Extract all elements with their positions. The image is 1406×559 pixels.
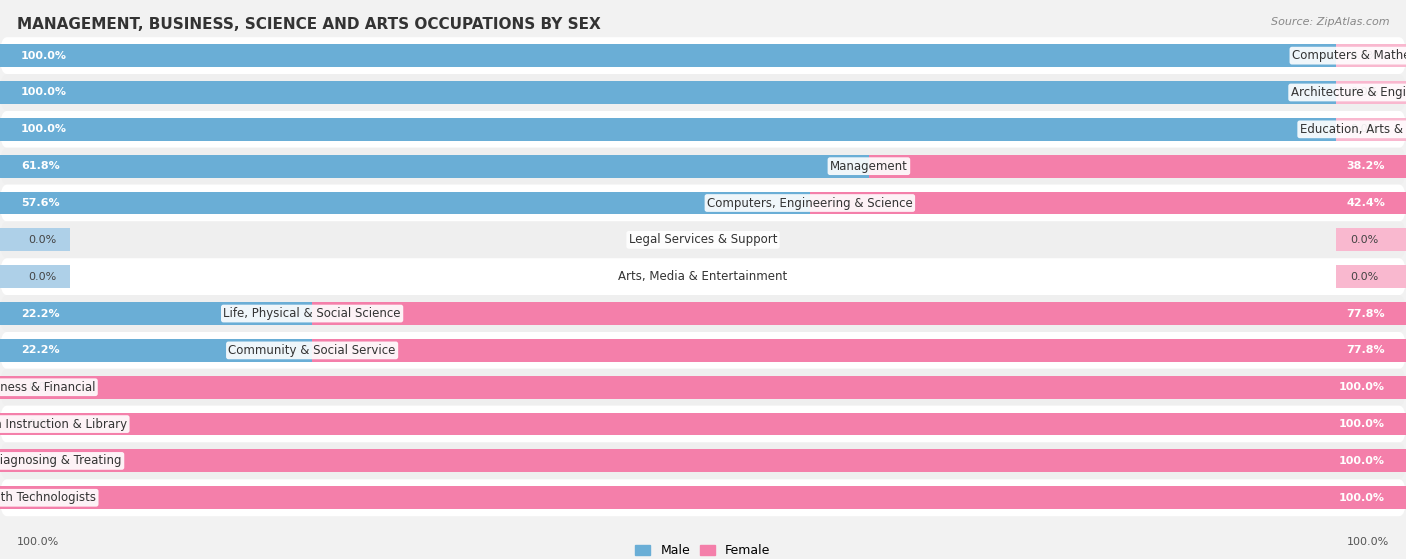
Bar xyxy=(0,192,810,215)
Text: 42.4%: 42.4% xyxy=(1346,198,1385,208)
Bar xyxy=(0,81,1406,104)
FancyBboxPatch shape xyxy=(0,184,1406,221)
Bar xyxy=(0,44,1406,67)
FancyBboxPatch shape xyxy=(0,221,1406,258)
Text: Architecture & Engineering: Architecture & Engineering xyxy=(1291,86,1406,99)
Bar xyxy=(0,302,312,325)
Text: 100.0%: 100.0% xyxy=(17,537,59,547)
Text: 100.0%: 100.0% xyxy=(1339,419,1385,429)
FancyBboxPatch shape xyxy=(0,258,1406,295)
Text: 0.0%: 0.0% xyxy=(28,493,56,503)
Text: Arts, Media & Entertainment: Arts, Media & Entertainment xyxy=(619,270,787,283)
Text: 0.0%: 0.0% xyxy=(1350,51,1378,60)
Text: Health Diagnosing & Treating: Health Diagnosing & Treating xyxy=(0,454,122,467)
Bar xyxy=(0,376,70,399)
Bar xyxy=(0,155,869,178)
Text: 100.0%: 100.0% xyxy=(1339,493,1385,503)
Text: Community & Social Service: Community & Social Service xyxy=(228,344,396,357)
Bar xyxy=(312,339,1406,362)
Text: 0.0%: 0.0% xyxy=(1350,235,1378,245)
FancyBboxPatch shape xyxy=(0,406,1406,443)
Bar xyxy=(0,486,1406,509)
Text: 77.8%: 77.8% xyxy=(1347,345,1385,356)
Bar xyxy=(1336,118,1406,141)
Bar xyxy=(312,302,1406,325)
Text: Business & Financial: Business & Financial xyxy=(0,381,96,394)
FancyBboxPatch shape xyxy=(0,369,1406,406)
Bar xyxy=(869,155,1406,178)
Text: 0.0%: 0.0% xyxy=(1350,88,1378,97)
Text: 0.0%: 0.0% xyxy=(1350,272,1378,282)
FancyBboxPatch shape xyxy=(0,443,1406,480)
Bar xyxy=(0,486,70,509)
Text: 100.0%: 100.0% xyxy=(1339,456,1385,466)
Text: 61.8%: 61.8% xyxy=(21,161,60,171)
FancyBboxPatch shape xyxy=(0,111,1406,148)
Text: Computers & Mathematics: Computers & Mathematics xyxy=(1292,49,1406,62)
Text: Legal Services & Support: Legal Services & Support xyxy=(628,233,778,247)
Text: 77.8%: 77.8% xyxy=(1347,309,1385,319)
Text: 0.0%: 0.0% xyxy=(28,235,56,245)
FancyBboxPatch shape xyxy=(0,480,1406,516)
Text: Education, Arts & Media: Education, Arts & Media xyxy=(1299,123,1406,136)
Bar xyxy=(0,118,1406,141)
Text: 0.0%: 0.0% xyxy=(1350,124,1378,134)
FancyBboxPatch shape xyxy=(0,295,1406,332)
Text: 22.2%: 22.2% xyxy=(21,309,59,319)
Text: Management: Management xyxy=(830,160,908,173)
Legend: Male, Female: Male, Female xyxy=(630,539,776,559)
Bar xyxy=(1336,266,1406,288)
Text: Life, Physical & Social Science: Life, Physical & Social Science xyxy=(224,307,401,320)
Bar xyxy=(0,449,1406,472)
Text: Health Technologists: Health Technologists xyxy=(0,491,96,504)
Text: 22.2%: 22.2% xyxy=(21,345,59,356)
Bar xyxy=(1336,81,1406,104)
Text: 100.0%: 100.0% xyxy=(1347,537,1389,547)
Bar xyxy=(810,192,1406,215)
Text: 0.0%: 0.0% xyxy=(28,456,56,466)
Text: 100.0%: 100.0% xyxy=(21,124,67,134)
Bar xyxy=(0,266,70,288)
Bar xyxy=(0,413,1406,435)
Bar xyxy=(1336,229,1406,252)
Text: 57.6%: 57.6% xyxy=(21,198,59,208)
Text: 0.0%: 0.0% xyxy=(28,272,56,282)
Text: 0.0%: 0.0% xyxy=(28,382,56,392)
Bar xyxy=(0,413,70,435)
Bar xyxy=(0,376,1406,399)
Bar xyxy=(0,449,70,472)
Bar xyxy=(0,339,312,362)
Text: 100.0%: 100.0% xyxy=(21,51,67,60)
Text: 100.0%: 100.0% xyxy=(21,88,67,97)
Text: Education Instruction & Library: Education Instruction & Library xyxy=(0,418,127,430)
Text: 0.0%: 0.0% xyxy=(28,419,56,429)
FancyBboxPatch shape xyxy=(0,332,1406,369)
Text: Computers, Engineering & Science: Computers, Engineering & Science xyxy=(707,197,912,210)
Text: MANAGEMENT, BUSINESS, SCIENCE AND ARTS OCCUPATIONS BY SEX: MANAGEMENT, BUSINESS, SCIENCE AND ARTS O… xyxy=(17,17,600,32)
Text: 38.2%: 38.2% xyxy=(1347,161,1385,171)
FancyBboxPatch shape xyxy=(0,148,1406,184)
FancyBboxPatch shape xyxy=(0,74,1406,111)
Text: Source: ZipAtlas.com: Source: ZipAtlas.com xyxy=(1271,17,1389,27)
Text: 100.0%: 100.0% xyxy=(1339,382,1385,392)
Bar xyxy=(0,229,70,252)
Bar xyxy=(1336,44,1406,67)
FancyBboxPatch shape xyxy=(0,37,1406,74)
